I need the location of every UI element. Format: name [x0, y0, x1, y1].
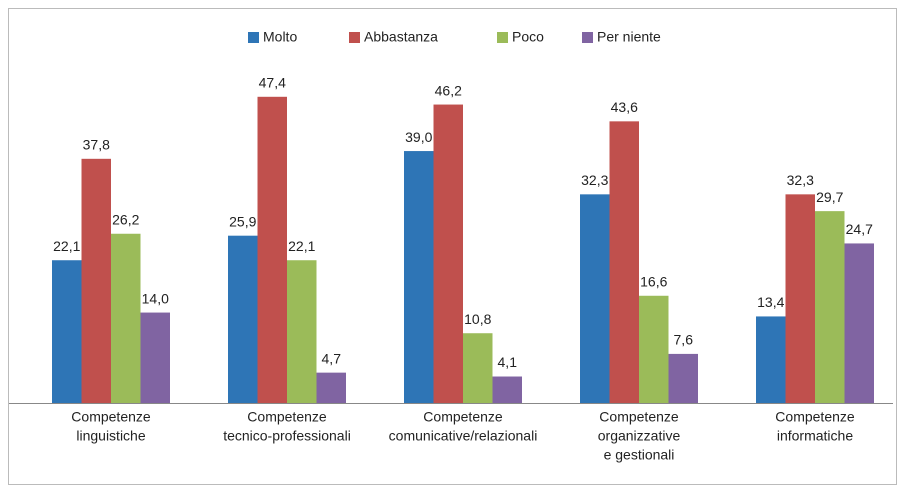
bar	[463, 333, 493, 403]
data-label: 13,4	[757, 294, 784, 310]
legend-label: Poco	[512, 29, 544, 45]
bar	[316, 372, 346, 403]
x-tick-label: informatiche	[777, 428, 853, 444]
bar	[639, 295, 669, 403]
x-tick-label: comunicative/relazionali	[389, 428, 538, 444]
x-tick-label: organizzative	[598, 428, 681, 444]
bar	[756, 316, 786, 403]
bar	[580, 194, 610, 403]
data-label: 26,2	[112, 211, 139, 227]
bar	[844, 243, 874, 403]
bar	[785, 194, 815, 403]
bar	[111, 233, 141, 403]
legend-label: Abbastanza	[364, 29, 438, 45]
data-label: 46,2	[435, 82, 462, 98]
x-tick-label: Competenze	[71, 409, 151, 425]
legend-swatch	[582, 32, 593, 43]
bar	[433, 104, 463, 403]
data-label: 16,6	[640, 273, 667, 289]
data-label: 37,8	[83, 137, 110, 153]
data-label: 14,0	[142, 290, 169, 306]
bar	[140, 312, 170, 403]
bar	[81, 158, 111, 403]
legend-label: Molto	[263, 29, 297, 45]
data-label: 39,0	[405, 129, 432, 145]
data-label: 47,4	[259, 74, 286, 90]
legend-swatch	[349, 32, 360, 43]
data-label: 7,6	[674, 332, 694, 348]
x-tick-label: Competenze	[423, 409, 503, 425]
bar	[815, 211, 845, 403]
data-label: 22,1	[288, 238, 315, 254]
x-tick-label: e gestionali	[604, 447, 675, 463]
x-tick-label: linguistiche	[76, 428, 145, 444]
bar	[228, 235, 258, 403]
data-label: 32,3	[581, 172, 608, 188]
bar	[257, 96, 287, 404]
x-tick-label: Competenze	[247, 409, 327, 425]
data-label: 24,7	[846, 221, 873, 237]
bar	[668, 353, 698, 403]
data-label: 32,3	[787, 172, 814, 188]
data-label: 29,7	[816, 189, 843, 205]
bar	[492, 376, 522, 403]
bar	[287, 260, 317, 403]
legend-label: Per niente	[597, 29, 661, 45]
bar	[404, 151, 434, 403]
data-label: 25,9	[229, 213, 256, 229]
x-tick-label: tecnico-professionali	[223, 428, 351, 444]
x-tick-label: Competenze	[599, 409, 679, 425]
data-label: 10,8	[464, 311, 491, 327]
data-label: 43,6	[611, 99, 638, 115]
legend-swatch	[248, 32, 259, 43]
bar	[52, 260, 82, 403]
bar	[609, 121, 639, 404]
x-tick-label: Competenze	[775, 409, 855, 425]
data-label: 4,1	[498, 354, 518, 370]
legend-swatch	[497, 32, 508, 43]
data-label: 22,1	[53, 238, 80, 254]
data-label: 4,7	[322, 350, 342, 366]
